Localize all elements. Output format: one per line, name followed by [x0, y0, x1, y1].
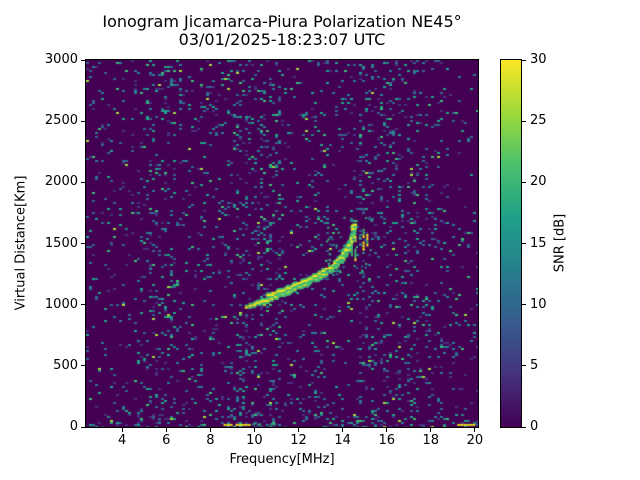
- x-axis-label: Frequency[MHz]: [229, 452, 335, 467]
- x-tick-label: 20: [466, 433, 484, 448]
- x-tick-label: 16: [378, 433, 395, 448]
- y-tick-label: 2500: [44, 113, 78, 129]
- x-tick-mark: [253, 428, 255, 432]
- x-tick-mark: [474, 428, 476, 432]
- ionogram-heatmap: [86, 60, 478, 427]
- colorbar-tick-mark: [522, 120, 526, 122]
- x-tick-mark: [298, 428, 300, 432]
- x-tick-label: 8: [206, 433, 215, 448]
- y-axis-label: Virtual Distance[Km]: [13, 175, 29, 311]
- x-tick-label: 6: [162, 433, 171, 448]
- colorbar-tick-label: 0: [530, 419, 539, 434]
- y-tick-label: 0: [69, 419, 78, 434]
- x-tick-mark: [430, 428, 432, 432]
- plot-frame: [85, 59, 479, 428]
- chart-title: Ionogram Jicamarca-Piura Polarization NE…: [86, 13, 478, 49]
- y-tick-label: 2000: [44, 174, 78, 190]
- colorbar-frame: [500, 59, 522, 428]
- x-tick-label: 14: [334, 433, 351, 448]
- y-tick-label: 1000: [44, 296, 78, 312]
- colorbar-tick-label: 10: [530, 296, 547, 312]
- colorbar-tick-mark: [522, 59, 526, 61]
- colorbar-tick-mark: [522, 365, 526, 367]
- y-tick-label: 1500: [44, 235, 78, 251]
- x-tick-label: 12: [290, 433, 307, 448]
- x-tick-mark: [209, 428, 211, 432]
- x-tick-label: 10: [246, 433, 263, 448]
- y-tick-label: 500: [53, 357, 78, 373]
- chart-title-line1: Ionogram Jicamarca-Piura Polarization NE…: [102, 12, 462, 31]
- colorbar-tick-mark: [522, 304, 526, 306]
- y-tick-mark: [81, 181, 85, 183]
- x-tick-mark: [386, 428, 388, 432]
- x-tick-mark: [342, 428, 344, 432]
- x-tick-label: 18: [422, 433, 440, 448]
- chart-title-line2: 03/01/2025-18:23:07 UTC: [178, 30, 386, 49]
- colorbar-label: SNR [dB]: [552, 213, 568, 273]
- y-tick-mark: [81, 304, 85, 306]
- colorbar-tick-label: 15: [530, 235, 547, 251]
- y-tick-mark: [81, 365, 85, 367]
- y-tick-mark: [81, 59, 85, 61]
- colorbar-tick-label: 25: [530, 113, 547, 129]
- x-tick-mark: [121, 428, 123, 432]
- colorbar-tick-mark: [522, 426, 526, 428]
- x-tick-label: 4: [118, 433, 127, 448]
- colorbar-tick-label: 20: [530, 174, 547, 190]
- colorbar-tick-label: 5: [530, 357, 539, 373]
- colorbar-tick-mark: [522, 181, 526, 183]
- colorbar: [501, 60, 521, 427]
- colorbar-tick-mark: [522, 243, 526, 244]
- x-tick-mark: [165, 428, 167, 432]
- y-tick-label: 3000: [44, 52, 78, 67]
- y-tick-mark: [81, 243, 85, 244]
- colorbar-tick-label: 30: [530, 52, 547, 67]
- y-tick-mark: [81, 120, 85, 122]
- y-tick-mark: [81, 426, 85, 428]
